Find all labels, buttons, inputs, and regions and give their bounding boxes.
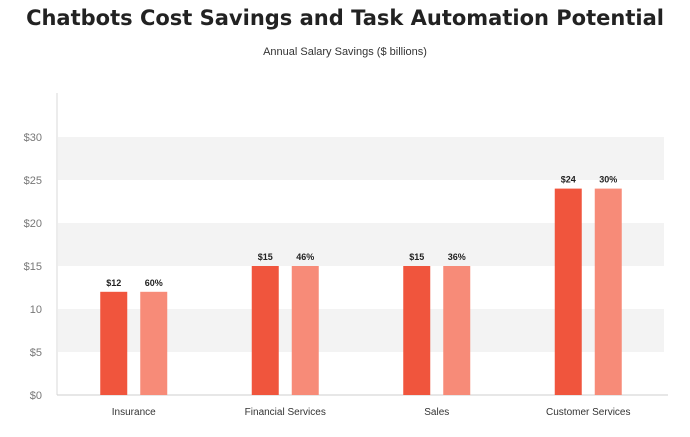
bar-data-label: $12: [106, 278, 121, 288]
bars: [100, 188, 622, 395]
x-category-label: Financial Services: [245, 407, 326, 418]
y-tick-label: $5: [30, 347, 42, 359]
bar: [554, 188, 582, 395]
y-tick-label: $25: [24, 175, 42, 187]
y-tick-label: $15: [24, 261, 42, 273]
bar: [291, 266, 319, 395]
x-axis-labels: Insurance Financial Services Sales Customer…: [112, 407, 631, 418]
y-tick-label: $20: [24, 218, 42, 230]
bar: [403, 266, 431, 395]
bar: [140, 291, 168, 395]
x-category-label: Insurance: [112, 407, 156, 418]
bar-data-label: 30%: [599, 175, 617, 185]
bar-data-label: $15: [258, 252, 273, 262]
bar: [594, 188, 622, 395]
bar-data-label: $24: [561, 175, 576, 185]
bar-data-label: 36%: [448, 252, 466, 262]
y-tick-label: $30: [24, 132, 42, 144]
x-category-label: Sales: [424, 407, 449, 418]
bar-data-label: 46%: [296, 252, 314, 262]
y-tick-label: $0: [30, 390, 42, 402]
x-category-label: Customer Services: [546, 407, 630, 418]
bar: [443, 266, 471, 395]
bar: [251, 266, 279, 395]
bar-labels: $12 60% $15 46% $15 36% $24 30%: [106, 175, 617, 288]
bar-data-label: $15: [409, 252, 424, 262]
y-tick-label: 10: [30, 304, 42, 316]
bar: [100, 291, 128, 395]
chart-title: Chatbots Cost Savings and Task Automatio…: [26, 6, 664, 30]
bar-data-label: 60%: [145, 278, 163, 288]
grid-band: [58, 137, 664, 180]
chart-subtitle: Annual Salary Savings ($ billions): [263, 46, 427, 58]
y-axis-ticks: $0 $5 10 $15 $20 $25 $30: [24, 132, 42, 402]
